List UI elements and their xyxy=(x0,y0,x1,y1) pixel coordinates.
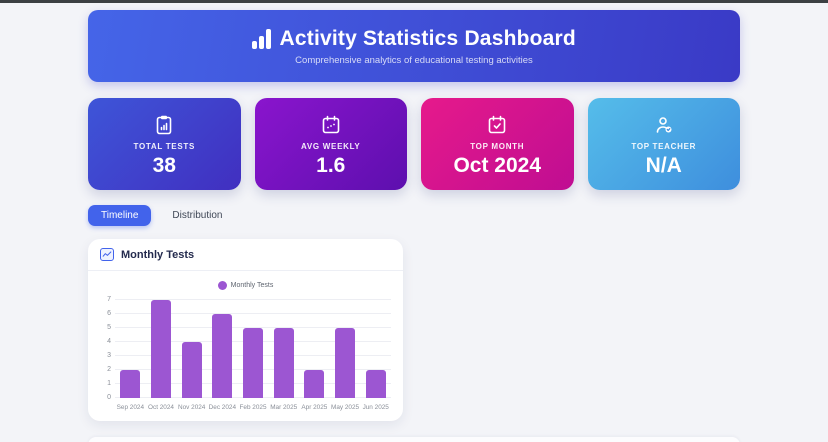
y-axis-tick: 0 xyxy=(107,394,111,401)
y-axis-tick: 2 xyxy=(107,366,111,374)
tab-timeline[interactable]: Timeline xyxy=(88,205,152,226)
chart-card-title: Monthly Tests xyxy=(121,248,195,261)
next-card-peek xyxy=(88,437,740,442)
bar[interactable] xyxy=(151,300,171,398)
header-banner: Activity Statistics Dashboard Comprehens… xyxy=(88,10,740,82)
y-axis-tick: 5 xyxy=(107,324,111,331)
person-check-icon xyxy=(652,113,676,137)
bar[interactable] xyxy=(365,370,386,398)
bar[interactable] xyxy=(243,328,264,398)
stat-value: N/A xyxy=(645,153,682,177)
bar[interactable] xyxy=(273,328,294,398)
clipboard-chart-icon xyxy=(152,113,176,137)
x-axis-label: Sep 2024 xyxy=(116,404,145,411)
x-axis-label: Feb 2025 xyxy=(239,404,267,411)
bar-chart-icon xyxy=(252,28,271,49)
stat-value: 38 xyxy=(152,153,176,177)
page-subtitle: Comprehensive analytics of educational t… xyxy=(295,54,533,66)
y-axis-tick: 4 xyxy=(107,338,111,346)
chart-line-icon xyxy=(100,248,114,261)
legend-label: Monthly Tests xyxy=(230,282,274,289)
stat-card-top-teacher: TOP TEACHER N/A xyxy=(587,98,740,190)
monthly-tests-card: Monthly Tests Monthly Tests 0 1 2 3 4 5 6 7 Sep… xyxy=(88,239,403,421)
stat-label: TOTAL TESTS xyxy=(133,141,195,151)
calendar-check-icon xyxy=(485,113,509,137)
x-axis-label: Jun 2025 xyxy=(362,404,389,411)
bar[interactable] xyxy=(181,342,202,398)
stat-card-top-month: TOP MONTH Oct 2024 xyxy=(421,98,574,190)
bars-container xyxy=(115,300,391,398)
bar-plot xyxy=(115,299,391,398)
bar[interactable] xyxy=(304,370,325,398)
stats-row: TOTAL TESTS 38 AVG WEEKLY 1.6 xyxy=(88,98,740,190)
x-axis-label: Nov 2024 xyxy=(178,404,206,411)
stat-label: AVG WEEKLY xyxy=(301,141,361,151)
stat-card-avg-weekly: AVG WEEKLY 1.6 xyxy=(254,98,407,190)
y-axis-tick: 7 xyxy=(107,296,111,303)
stat-label: TOP TEACHER xyxy=(631,141,697,151)
y-axis-tick: 1 xyxy=(107,380,111,388)
tabs-row: Timeline Distribution xyxy=(88,205,740,226)
chart-grid: 0 1 2 3 4 5 6 7 xyxy=(100,296,391,401)
stat-card-total-tests: TOTAL TESTS 38 xyxy=(88,98,241,190)
y-axis: 0 1 2 3 4 5 6 7 xyxy=(100,296,115,401)
tab-distribution[interactable]: Distribution xyxy=(159,205,235,226)
bar[interactable] xyxy=(120,370,141,398)
bar[interactable] xyxy=(212,314,233,398)
bar[interactable] xyxy=(335,328,356,398)
x-axis-label: Mar 2025 xyxy=(270,404,298,411)
y-axis-tick: 3 xyxy=(107,352,111,359)
stat-label: TOP MONTH xyxy=(470,141,525,151)
chart-card-header: Monthly Tests xyxy=(88,239,403,271)
legend-dot xyxy=(217,281,227,290)
stat-value: Oct 2024 xyxy=(453,153,542,177)
x-axis-labels: Sep 2024 Oct 2024 Nov 2024 Dec 2024 Feb 2025… xyxy=(115,404,391,411)
x-axis-label: Apr 2025 xyxy=(301,404,328,411)
x-axis-label: Oct 2024 xyxy=(148,404,174,411)
page-title: Activity Statistics Dashboard xyxy=(279,26,576,50)
chart-legend[interactable]: Monthly Tests xyxy=(100,281,391,290)
x-axis-label: May 2025 xyxy=(331,404,360,411)
y-axis-tick: 6 xyxy=(107,310,111,317)
x-axis-label: Dec 2024 xyxy=(208,404,237,411)
window-top-edge xyxy=(0,0,828,3)
calendar-trend-icon xyxy=(319,113,343,137)
stat-value: 1.6 xyxy=(316,153,346,177)
chart-body: Monthly Tests 0 1 2 3 4 5 6 7 Sep 2024 Oct 2024 N… xyxy=(88,271,403,421)
dashboard-container: Activity Statistics Dashboard Comprehens… xyxy=(88,3,740,421)
